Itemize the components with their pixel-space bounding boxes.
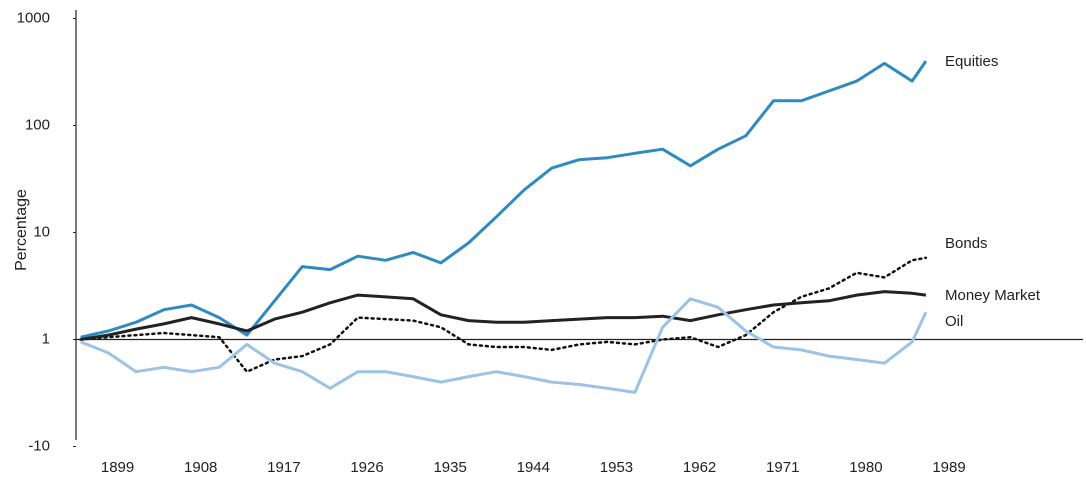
y-tick-label: 10	[33, 223, 50, 240]
series-line	[80, 297, 928, 394]
x-tick-label: 1962	[683, 459, 716, 476]
x-tick-label: 1908	[184, 459, 217, 476]
series-line	[80, 290, 927, 341]
x-tick-label: 1944	[517, 459, 550, 476]
x-tick-label: 1935	[433, 459, 466, 476]
y-axis-label: Percentage	[13, 189, 30, 271]
legend-label: Money Market	[945, 287, 1041, 304]
y-tick-label: -10	[28, 437, 50, 454]
legend-label: Bonds	[945, 235, 988, 252]
x-tick-label: 1899	[101, 459, 134, 476]
series-line	[80, 60, 928, 339]
x-tick-label: 1980	[849, 459, 882, 476]
x-tick-label: 1953	[600, 459, 633, 476]
y-tick-label: 100	[25, 116, 50, 133]
y-tick-label: 1000	[17, 9, 50, 26]
legend-label: Oil	[945, 313, 963, 330]
legend-label: Equities	[945, 53, 998, 70]
x-tick-label: 1989	[932, 459, 965, 476]
x-tick-label: 1917	[267, 459, 300, 476]
x-tick-label: 1926	[350, 459, 383, 476]
x-tick-label: 1971	[766, 459, 799, 476]
y-tick-label: 1	[42, 330, 50, 347]
series-line	[79, 256, 928, 373]
